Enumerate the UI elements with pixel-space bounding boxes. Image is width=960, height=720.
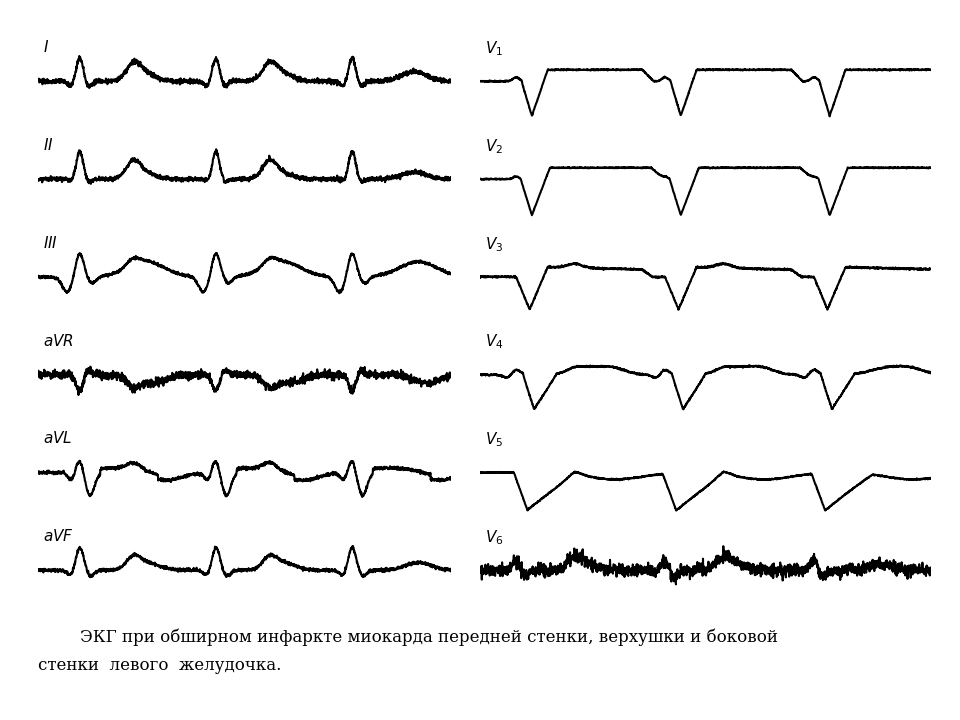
Text: стенки  левого  желудочка.: стенки левого желудочка. xyxy=(38,657,282,674)
Text: $II$: $II$ xyxy=(42,137,53,153)
Text: $aVR$: $aVR$ xyxy=(42,333,74,348)
Text: $V_2$: $V_2$ xyxy=(485,137,503,156)
Text: $V_3$: $V_3$ xyxy=(485,235,503,253)
Text: $aVL$: $aVL$ xyxy=(42,431,72,446)
Text: $V_6$: $V_6$ xyxy=(485,528,503,547)
Text: $V_4$: $V_4$ xyxy=(485,333,503,351)
Text: $I$: $I$ xyxy=(42,40,49,55)
Text: $V_5$: $V_5$ xyxy=(485,431,503,449)
Text: $V_1$: $V_1$ xyxy=(485,40,503,58)
Text: $III$: $III$ xyxy=(42,235,58,251)
Text: ЭКГ при обширном инфаркте миокарда передней стенки, верхушки и боковой: ЭКГ при обширном инфаркте миокарда перед… xyxy=(38,629,779,646)
Text: $aVF$: $aVF$ xyxy=(42,528,73,544)
